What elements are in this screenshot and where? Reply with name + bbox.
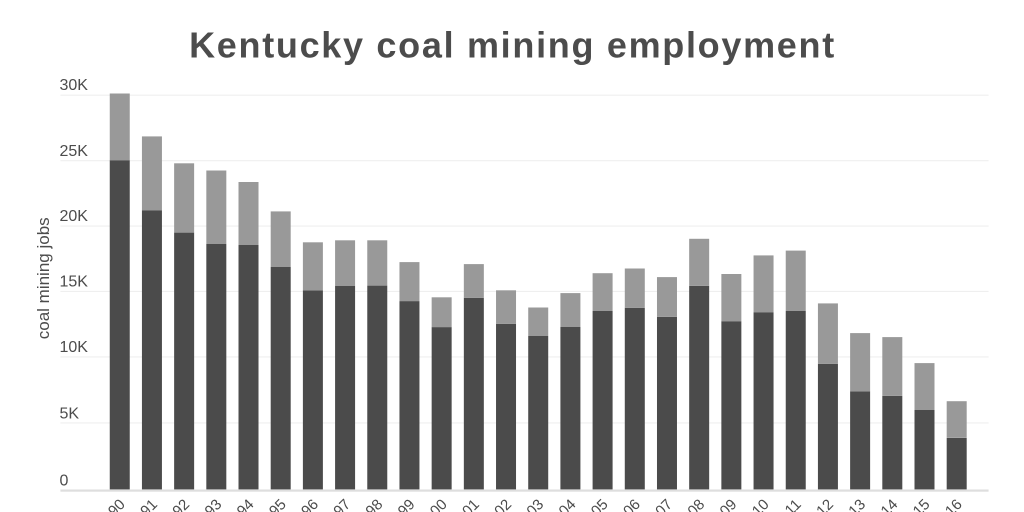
svg-text:16: 16 bbox=[942, 496, 966, 512]
svg-text:07: 07 bbox=[652, 496, 676, 512]
svg-text:12: 12 bbox=[813, 496, 837, 512]
svg-text:94: 94 bbox=[234, 496, 258, 512]
svg-text:25K: 25K bbox=[60, 143, 89, 160]
svg-text:13: 13 bbox=[845, 496, 869, 512]
svg-text:05: 05 bbox=[588, 496, 612, 512]
svg-text:coal mining jobs: coal mining jobs bbox=[34, 217, 53, 339]
svg-text:91: 91 bbox=[137, 496, 161, 512]
svg-text:96: 96 bbox=[298, 496, 322, 512]
svg-text:14: 14 bbox=[878, 496, 902, 512]
svg-text:Kentucky coal mining employmen: Kentucky coal mining employment bbox=[189, 25, 836, 66]
svg-text:10: 10 bbox=[749, 496, 773, 512]
svg-text:92: 92 bbox=[169, 496, 193, 512]
svg-text:02: 02 bbox=[491, 496, 515, 512]
svg-text:11: 11 bbox=[782, 496, 805, 512]
svg-text:30K: 30K bbox=[60, 77, 89, 94]
svg-text:09: 09 bbox=[717, 496, 741, 512]
svg-text:03: 03 bbox=[523, 496, 547, 512]
svg-text:00: 00 bbox=[427, 496, 451, 512]
svg-text:15: 15 bbox=[910, 496, 934, 512]
svg-text:10K: 10K bbox=[60, 339, 89, 356]
svg-text:04: 04 bbox=[556, 496, 580, 512]
svg-text:99: 99 bbox=[395, 496, 419, 512]
svg-text:95: 95 bbox=[266, 496, 290, 512]
svg-text:0: 0 bbox=[60, 473, 69, 490]
svg-text:01: 01 bbox=[459, 496, 483, 512]
svg-text:98: 98 bbox=[362, 496, 386, 512]
svg-text:06: 06 bbox=[620, 496, 644, 512]
svg-text:93: 93 bbox=[202, 496, 226, 512]
svg-text:15K: 15K bbox=[60, 274, 89, 291]
svg-text:90: 90 bbox=[105, 496, 129, 512]
svg-text:08: 08 bbox=[684, 496, 708, 512]
svg-text:5K: 5K bbox=[60, 405, 80, 422]
svg-text:97: 97 bbox=[330, 496, 354, 512]
svg-text:20K: 20K bbox=[60, 208, 89, 225]
